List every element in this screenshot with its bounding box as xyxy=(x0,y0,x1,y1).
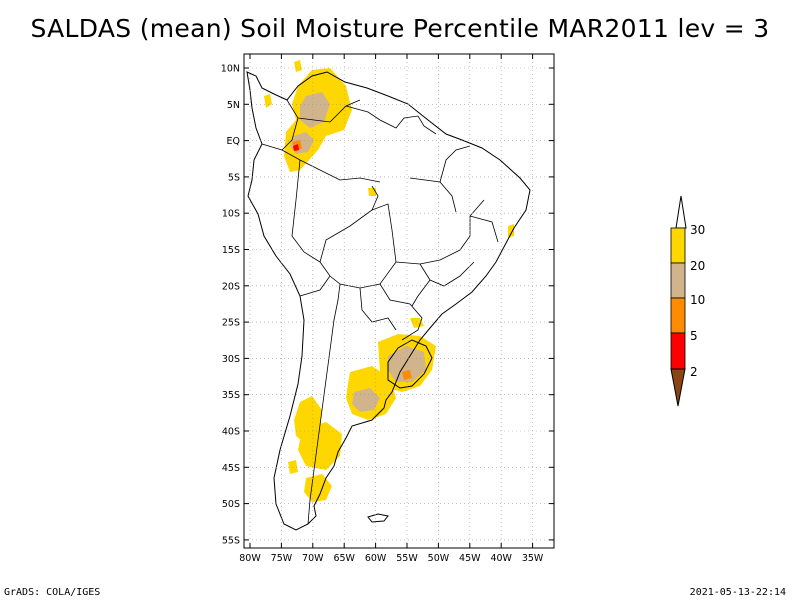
legend-label-30: 30 xyxy=(690,223,705,237)
lon-label-70w: 70W xyxy=(302,553,324,564)
lon-label-35w: 35W xyxy=(522,553,544,564)
lat-label-5n: 5N xyxy=(227,100,240,111)
lon-label-55w: 55W xyxy=(396,553,418,564)
south-america-coastline xyxy=(246,71,531,531)
footer-timestamp: 2021-05-13-22:14 xyxy=(689,587,786,598)
lat-label-45s: 45S xyxy=(222,463,240,474)
soil-patch-yellow xyxy=(508,224,514,238)
soil-patch-yellow xyxy=(410,318,424,328)
lat-label-25s: 25S xyxy=(222,318,240,329)
legend-box-10-20 xyxy=(670,262,686,299)
lon-label-80w: 80W xyxy=(239,553,261,564)
falkland-islands xyxy=(367,513,389,523)
map-title: SALDAS (mean) Soil Moisture Percentile M… xyxy=(30,14,770,43)
legend-triangle-bottom xyxy=(670,368,686,407)
lat-label-35s: 35S xyxy=(222,390,240,401)
legend-box-5-10 xyxy=(670,297,686,334)
lon-label-45w: 45W xyxy=(459,553,481,564)
legend-box-20-30 xyxy=(670,227,686,264)
lat-label-20s: 20S xyxy=(222,281,240,292)
legend-box-2-5 xyxy=(670,332,686,370)
lon-label-75w: 75W xyxy=(271,553,293,564)
lat-label-10s: 10S xyxy=(222,209,240,220)
latitude-labels: 10N 5N EQ 5S 10S 15S 20S 25S 30S 35S 40S 45S 50S 55S xyxy=(221,64,240,547)
soil-patch-yellow xyxy=(368,188,376,196)
lat-label-40s: 40S xyxy=(222,427,240,438)
legend-label-20: 20 xyxy=(690,259,705,273)
longitude-labels: 80W 75W 70W 65W 60W 55W 50W 45W 40W 35W xyxy=(239,553,544,564)
soil-patch-yellow xyxy=(294,60,302,72)
soil-patch-tan xyxy=(352,388,380,412)
lat-label-55s: 55S xyxy=(222,535,240,546)
soil-patch-yellow xyxy=(264,94,272,108)
soil-patch-red xyxy=(293,144,299,151)
coastlines xyxy=(246,71,531,531)
color-legend: 30 20 10 5 2 xyxy=(670,195,705,407)
lon-label-40w: 40W xyxy=(490,553,512,564)
axis-ticks xyxy=(244,54,554,548)
lat-label-eq: EQ xyxy=(227,136,240,147)
soil-moisture-patches xyxy=(264,60,514,502)
lon-label-50w: 50W xyxy=(428,553,450,564)
soil-patch-yellow xyxy=(298,422,342,470)
lon-label-65w: 65W xyxy=(333,553,355,564)
lon-label-60w: 60W xyxy=(365,553,387,564)
legend-triangle-top xyxy=(675,195,687,229)
lat-label-50s: 50S xyxy=(222,499,240,510)
uruguay-border xyxy=(387,339,433,389)
soil-patch-tan xyxy=(388,346,426,382)
lat-label-10n: 10N xyxy=(221,64,240,75)
legend-label-10: 10 xyxy=(690,293,705,307)
footer-credit: GrADS: COLA/IGES xyxy=(4,587,101,598)
lat-label-30s: 30S xyxy=(222,354,240,365)
legend-label-5: 5 xyxy=(690,329,698,343)
legend-label-2: 2 xyxy=(690,365,698,379)
lat-label-5s: 5S xyxy=(228,172,240,183)
plot-frame xyxy=(243,53,555,549)
lat-label-15s: 15S xyxy=(222,245,240,256)
